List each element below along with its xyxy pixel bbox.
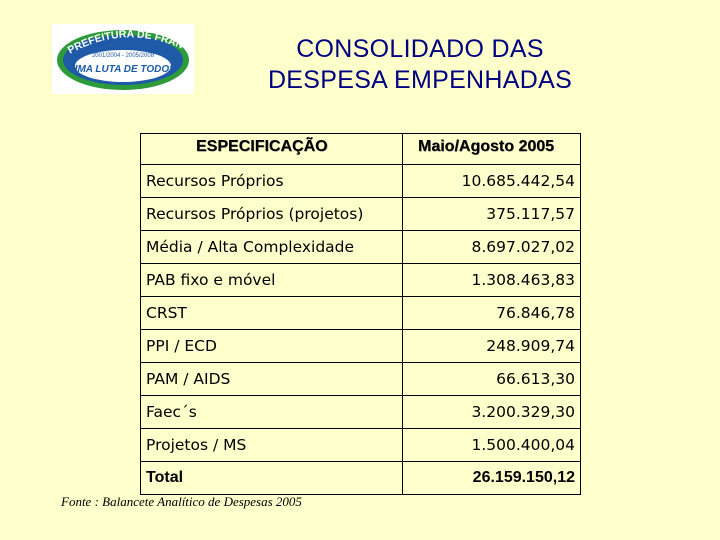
header-divider: [402, 134, 403, 165]
table-row: PAM / AIDS 66.613,30: [140, 362, 581, 396]
table-row: CRST 76.846,78: [140, 296, 581, 330]
row-value: 3.200.329,30: [402, 395, 581, 429]
row-label: PAM / AIDS: [140, 362, 403, 396]
row-label: Faec´s: [140, 395, 403, 429]
logo-subtitle: 2001/2004 - 2005/2008: [92, 53, 155, 59]
row-label: PPI / ECD: [140, 329, 403, 363]
row-value: 76.846,78: [402, 296, 581, 330]
logo-slogan: UMA LUTA DE TODOS: [70, 64, 176, 75]
source-footnote: Fonte : Balancete Analítico de Despesas …: [61, 494, 302, 509]
prefeitura-logo: PREFEITURA DE FRANCA 2001/2004 - 2005/20…: [48, 15, 194, 94]
row-label: Média / Alta Complexidade: [140, 230, 403, 264]
row-value: 1.500.400,04: [402, 428, 581, 462]
table-row: Recursos Próprios (projetos) 375.117,57: [140, 197, 581, 231]
total-value: 26.159.150,12: [402, 461, 581, 495]
row-value: 10.685.442,54: [402, 164, 581, 198]
row-label: PAB fixo e móvel: [140, 263, 403, 297]
header-period: Maio/Agosto 2005: [418, 138, 555, 155]
row-value: 375.117,57: [402, 197, 581, 231]
row-value: 248.909,74: [402, 329, 581, 363]
table-row: Média / Alta Complexidade 8.697.027,02: [140, 230, 581, 264]
title-line-2: DESPESA EMPENHADAS: [267, 66, 573, 94]
row-label: CRST: [140, 296, 403, 330]
row-value: 8.697.027,02: [402, 230, 581, 264]
table-header-box: [140, 133, 581, 165]
row-value: 1.308.463,83: [402, 263, 581, 297]
row-label: Recursos Próprios (projetos): [140, 197, 403, 231]
row-label: Recursos Próprios: [140, 164, 403, 198]
total-row: Total 26.159.150,12: [140, 461, 581, 495]
table-row: Recursos Próprios 10.685.442,54: [140, 164, 581, 198]
page-title: CONSOLIDADO DAS DESPESA EMPENHADAS: [230, 34, 610, 96]
row-label: Projetos / MS: [140, 428, 403, 462]
table-row: Projetos / MS 1.500.400,04: [140, 428, 581, 462]
expenses-table: Recursos Próprios 10.685.442,54 Recursos…: [140, 164, 581, 495]
header-specification: ESPECIFICAÇÃO: [196, 138, 328, 155]
table-row: PPI / ECD 248.909,74: [140, 329, 581, 363]
table-row: Faec´s 3.200.329,30: [140, 395, 581, 429]
row-value: 66.613,30: [402, 362, 581, 396]
title-line-1: CONSOLIDADO DAS: [296, 35, 544, 63]
table-row: PAB fixo e móvel 1.308.463,83: [140, 263, 581, 297]
total-label: Total: [140, 461, 403, 495]
